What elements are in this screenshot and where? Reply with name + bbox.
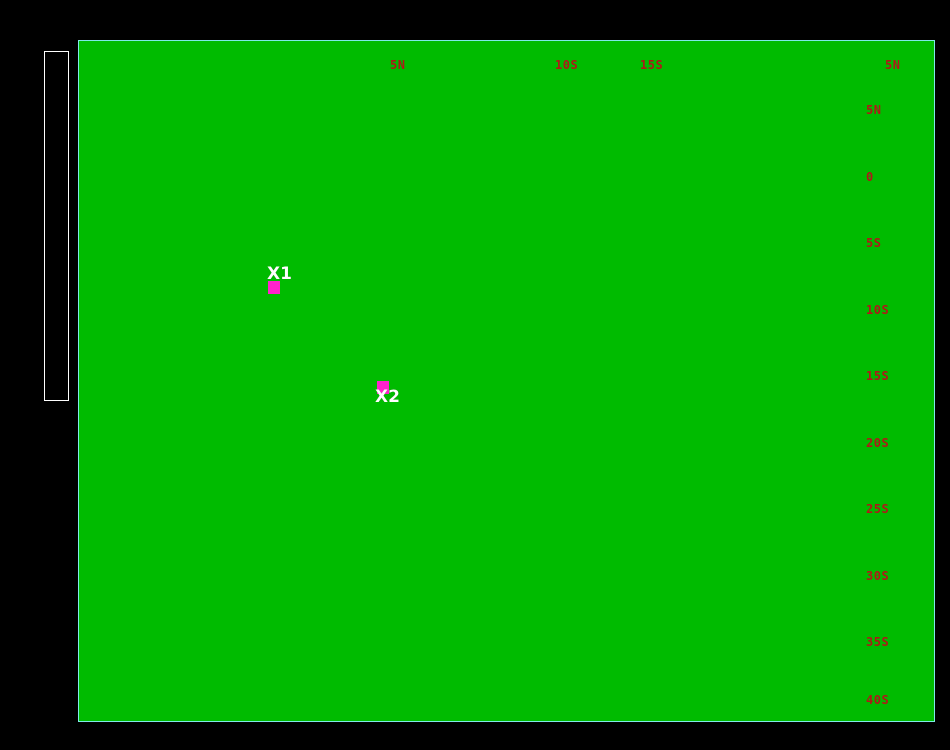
latitude-label-0: 5N [866,103,882,117]
latitude-label-4: 15S [866,369,890,383]
longitude-label-0: 5N [390,58,406,72]
marker-square-x1 [268,281,280,294]
latitude-label-7: 30S [866,569,890,583]
marker-square-x2 [377,381,389,394]
marker-label-x2: X2 [375,387,400,407]
latitude-label-1: 0 [866,170,874,184]
map-region[interactable] [78,40,935,722]
longitude-label-3: 5N [885,58,901,72]
longitude-label-1: 10S [555,58,579,72]
latitude-label-6: 25S [866,502,890,516]
latitude-label-3: 10S [866,303,890,317]
latitude-label-2: 5S [866,236,882,250]
longitude-label-2: 15S [640,58,664,72]
latitude-label-8: 35S [866,635,890,649]
latitude-label-5: 20S [866,436,890,450]
marker-label-x1: X1 [267,264,292,284]
latitude-label-9: 40S [866,693,890,707]
